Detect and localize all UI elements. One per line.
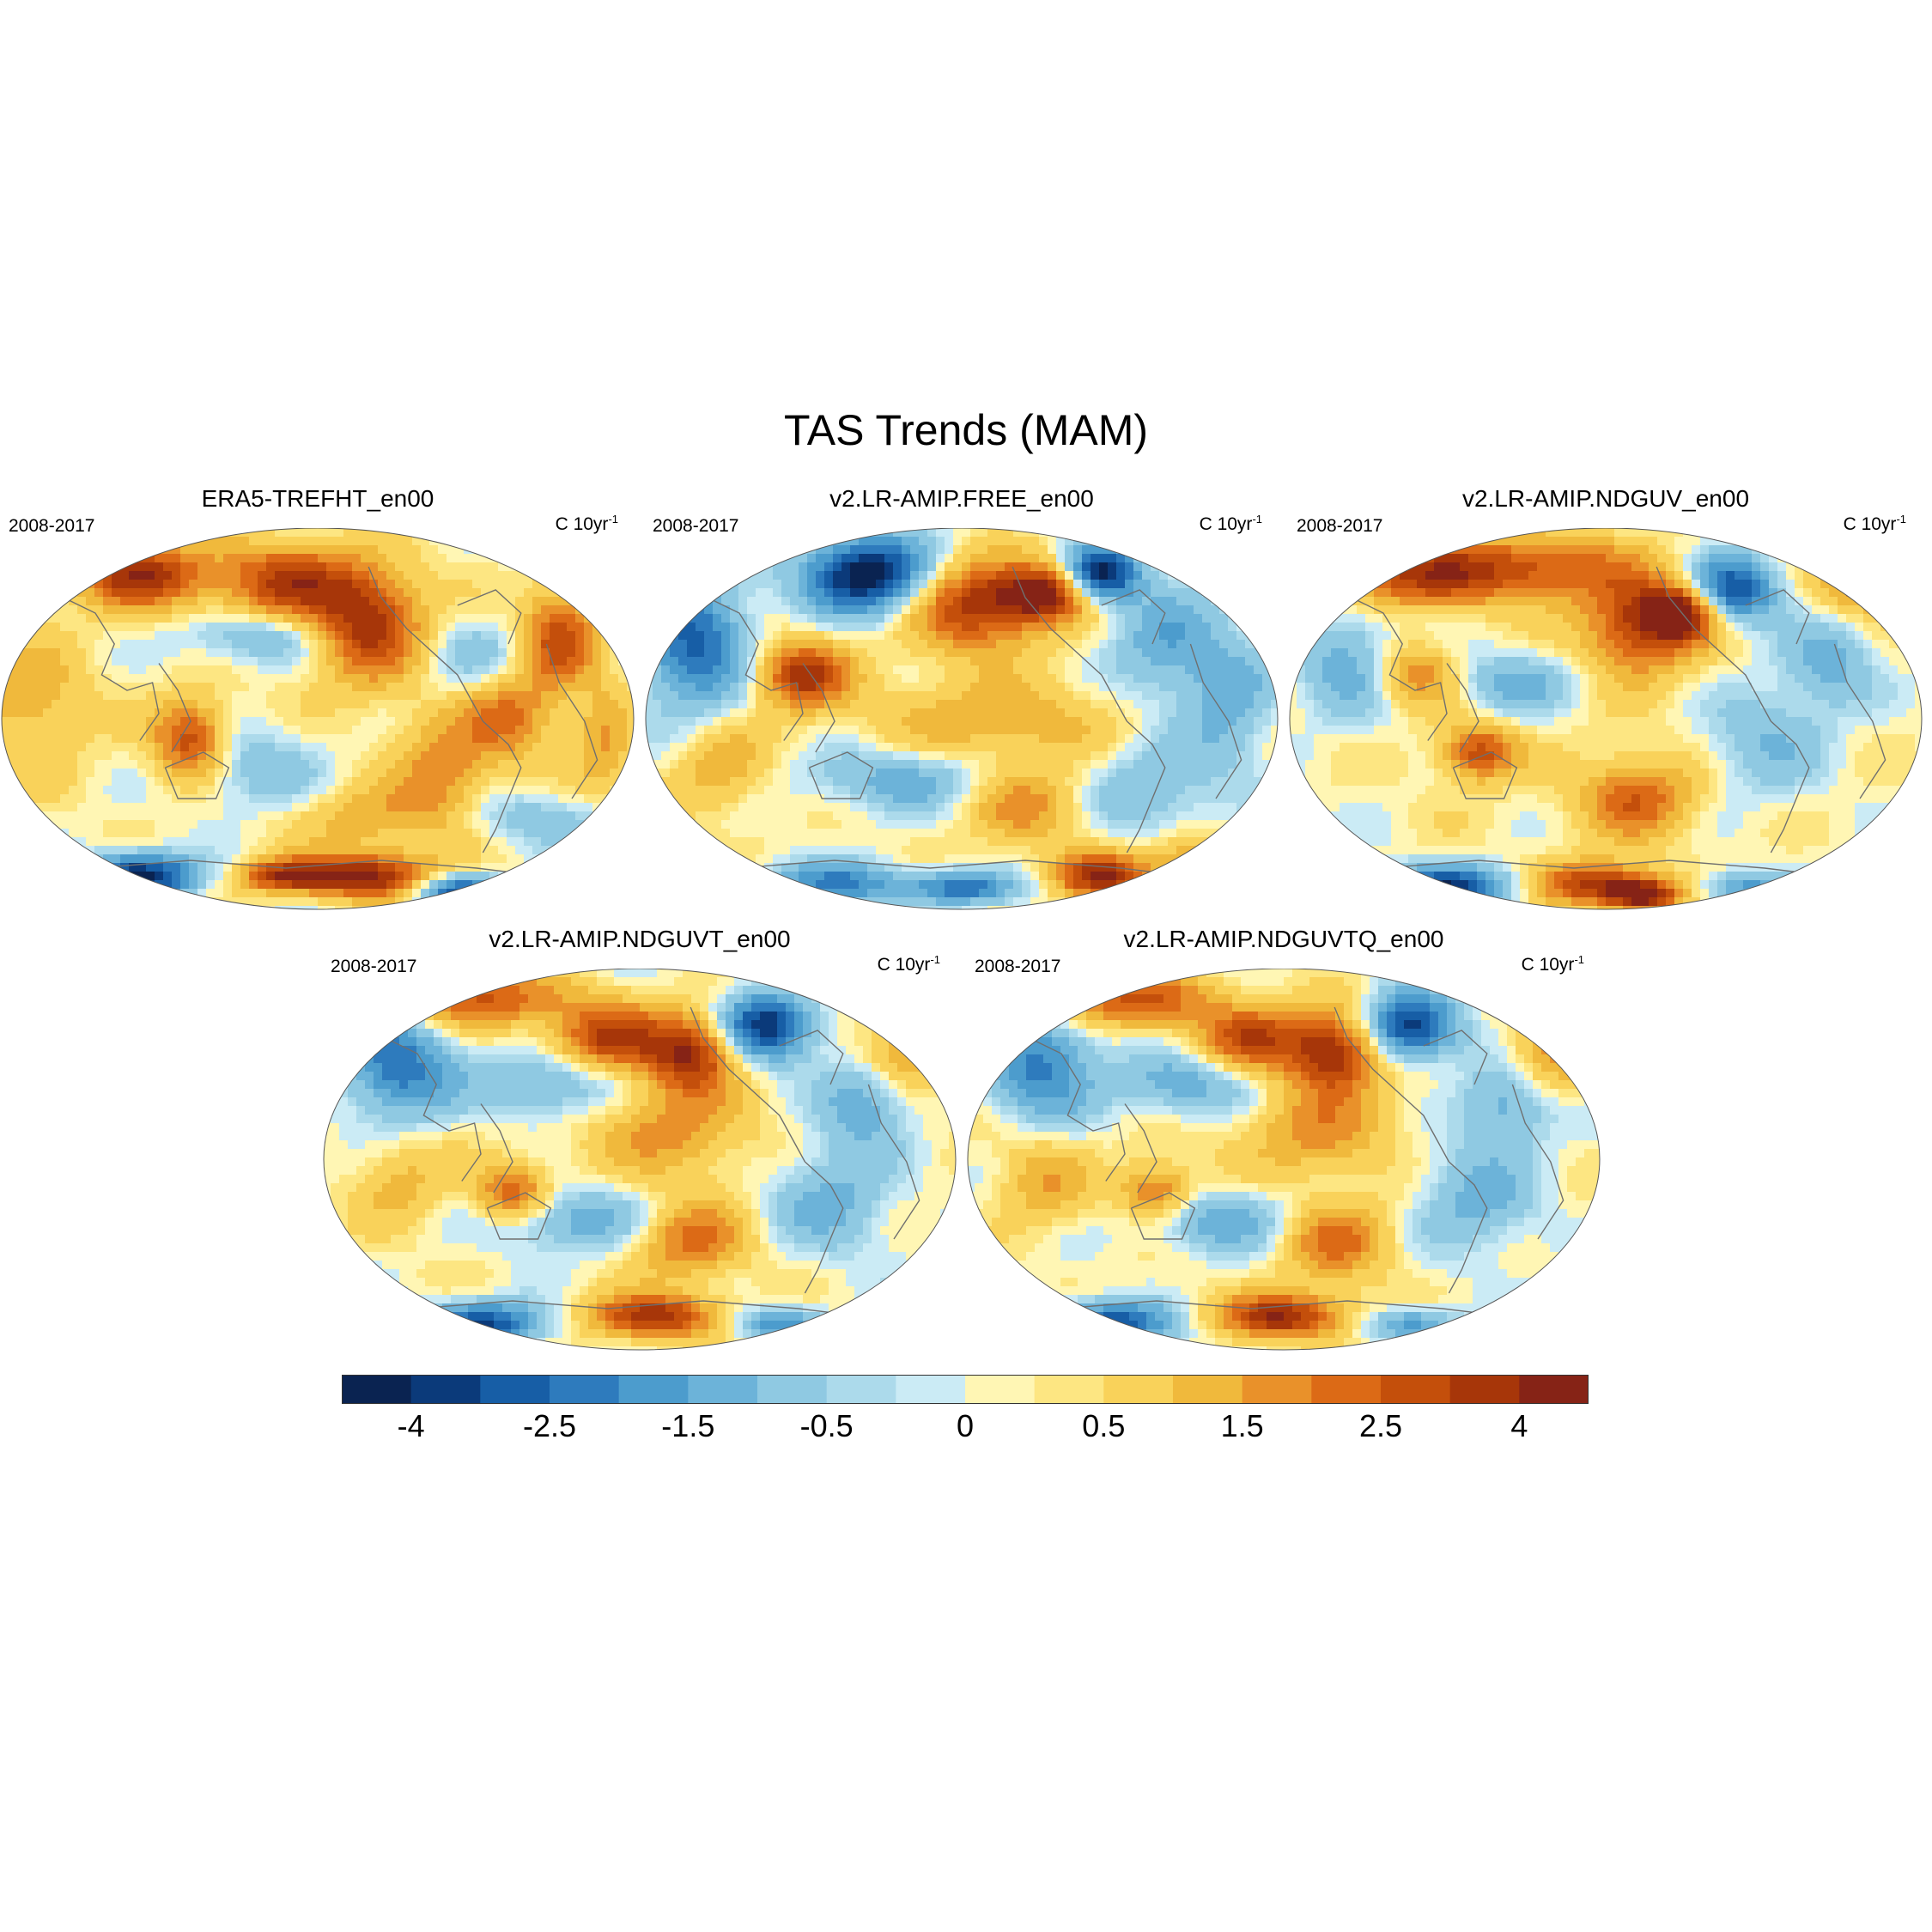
colorbar-swatch	[757, 1375, 828, 1404]
map-plot	[967, 969, 1601, 1351]
map-panel-ndguvtq: v2.LR-AMIP.NDGUVTQ_en00 2008-2017 C 10yr…	[966, 926, 1601, 1351]
colorbar-swatch	[1242, 1375, 1312, 1404]
map-plot	[1, 528, 635, 910]
coastlines	[997, 1006, 1564, 1317]
colorbar-swatch	[1103, 1375, 1174, 1404]
colorbar-tick-label: 0	[956, 1408, 975, 1443]
colorbar-swatch	[688, 1375, 758, 1404]
panel-period: 2008-2017	[1297, 516, 1383, 536]
colorbar-swatch	[826, 1375, 896, 1404]
colorbar-swatch	[1311, 1375, 1382, 1404]
panel-period: 2008-2017	[653, 516, 739, 536]
panel-title: v2.LR-AMIP.NDGUVT_en00	[489, 926, 791, 952]
panel-period: 2008-2017	[975, 957, 1061, 976]
figure-title: TAS Trends (MAM)	[783, 406, 1149, 454]
colorbar-tick-label: -0.5	[799, 1408, 854, 1443]
map-panel-ndguvt: v2.LR-AMIP.NDGUVT_en00 2008-2017 C 10yr-…	[322, 926, 957, 1351]
colorbar-swatch	[1173, 1375, 1243, 1404]
map-outline	[1, 528, 635, 910]
colorbar-swatch	[1381, 1375, 1451, 1404]
colorbar-swatch	[965, 1375, 1036, 1404]
map-panel-free: v2.LR-AMIP.FREE_en00 2008-2017 C 10yr-1	[644, 485, 1279, 910]
map-plot	[645, 528, 1279, 910]
panel-units: C 10yr-1	[877, 953, 940, 975]
map-panel-ndguv: v2.LR-AMIP.NDGUV_en00 2008-2017 C 10yr-1	[1288, 485, 1923, 910]
panel-units: C 10yr-1	[555, 513, 618, 534]
panel-title: v2.LR-AMIP.FREE_en00	[829, 485, 1094, 512]
colorbar-swatch	[618, 1375, 689, 1404]
colorbar-swatch	[342, 1375, 412, 1404]
colorbar-swatch	[410, 1375, 481, 1404]
map-outline	[1289, 528, 1923, 910]
coastlines	[675, 566, 1242, 877]
colorbar-tick-label: -2.5	[522, 1408, 577, 1443]
trend-field	[2, 528, 634, 909]
panel-title: v2.LR-AMIP.NDGUVTQ_en00	[1123, 926, 1444, 952]
colorbar-tick-label: 1.5	[1220, 1408, 1264, 1443]
panel-units: C 10yr-1	[1199, 513, 1262, 534]
colorbar-tick-label: -1.5	[661, 1408, 715, 1443]
colorbar-swatch	[1449, 1375, 1520, 1404]
map-plot	[1289, 528, 1923, 910]
coastlines	[1319, 566, 1886, 877]
coastlines	[353, 1006, 920, 1317]
colorbar-swatch	[896, 1375, 966, 1404]
trend-field	[646, 528, 1278, 909]
colorbar-outline	[342, 1375, 1589, 1404]
panel-title: ERA5-TREFHT_en00	[201, 485, 434, 512]
panel-title: v2.LR-AMIP.NDGUV_en00	[1461, 485, 1750, 512]
map-outline	[323, 969, 957, 1351]
colorbar	[342, 1375, 1589, 1404]
colorbar-swatch	[550, 1375, 620, 1404]
trend-field	[324, 969, 956, 1350]
panel-period: 2008-2017	[9, 516, 95, 536]
map-panel-era5: ERA5-TREFHT_en00 2008-2017 C 10yr-1	[0, 485, 635, 910]
map-outline	[645, 528, 1279, 910]
trend-field	[968, 969, 1600, 1350]
map-plot	[323, 969, 957, 1351]
colorbar-tick-label: 4	[1510, 1408, 1528, 1443]
colorbar-tick-label: 2.5	[1358, 1408, 1403, 1443]
panel-units: C 10yr-1	[1843, 513, 1906, 534]
colorbar-swatch	[1519, 1375, 1589, 1404]
panel-units: C 10yr-1	[1521, 953, 1584, 975]
panel-period: 2008-2017	[331, 957, 417, 976]
trend-field	[1290, 528, 1922, 909]
map-outline	[967, 969, 1601, 1351]
colorbar-tick-label: 0.5	[1082, 1408, 1126, 1443]
colorbar-swatch	[1034, 1375, 1104, 1404]
colorbar-tick-label: -4	[397, 1408, 425, 1443]
coastlines	[31, 566, 598, 877]
colorbar-swatch	[480, 1375, 550, 1404]
